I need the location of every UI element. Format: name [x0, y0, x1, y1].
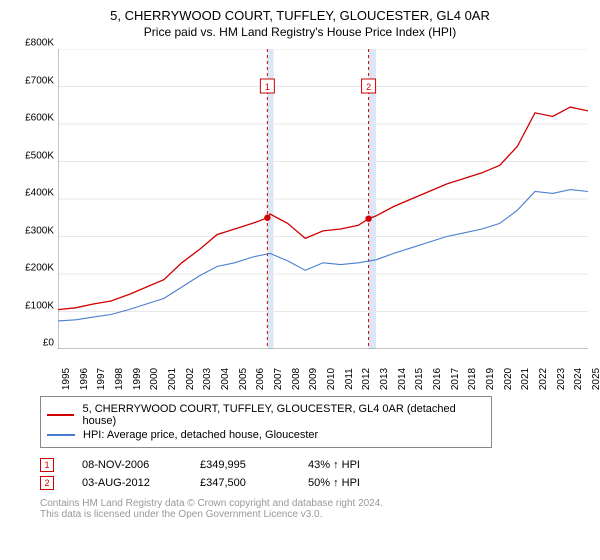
sales-table: 1 08-NOV-2006 £349,995 43% ↑ HPI 2 03-AUG-201…: [40, 458, 600, 490]
x-axis-tick-label: 2012: [361, 368, 372, 390]
chart-area: £0£100K£200K£300K£400K£500K£600K£700K£80…: [34, 49, 596, 384]
x-axis-tick-label: 2008: [291, 368, 302, 390]
y-axis-tick-label: £200K: [0, 263, 54, 274]
x-axis-tick-label: 2007: [273, 368, 284, 390]
title-line-2: Price paid vs. HM Land Registry's House …: [0, 25, 600, 39]
y-axis-tick-label: £400K: [0, 188, 54, 199]
x-axis-tick-label: 2014: [397, 368, 408, 390]
sale-date: 03-AUG-2012: [82, 477, 172, 489]
x-axis-tick-label: 1999: [132, 368, 143, 390]
chart-header: 5, CHERRYWOOD COURT, TUFFLEY, GLOUCESTER…: [0, 0, 600, 43]
x-axis-tick-label: 2013: [379, 368, 390, 390]
sale-pct: 43% ↑ HPI: [308, 459, 388, 471]
svg-text:2: 2: [366, 82, 371, 92]
footer-attribution: Contains HM Land Registry data © Crown c…: [40, 498, 600, 520]
title-line-1: 5, CHERRYWOOD COURT, TUFFLEY, GLOUCESTER…: [0, 8, 600, 23]
legend-swatch: [47, 414, 74, 416]
legend-label: HPI: Average price, detached house, Glou…: [83, 429, 318, 441]
x-axis-tick-label: 2015: [414, 368, 425, 390]
y-axis-tick-label: £0: [0, 338, 54, 349]
x-axis-tick-label: 2006: [255, 368, 266, 390]
x-axis-tick-label: 2010: [326, 368, 337, 390]
x-axis-tick-label: 1998: [114, 368, 125, 390]
x-axis-tick-label: 1997: [96, 368, 107, 390]
y-axis-tick-label: £300K: [0, 225, 54, 236]
sale-marker-box: 2: [40, 476, 54, 490]
x-axis-tick-label: 2001: [167, 368, 178, 390]
x-axis-tick-label: 2020: [503, 368, 514, 390]
x-axis-tick-label: 2022: [538, 368, 549, 390]
sale-price: £347,500: [200, 477, 280, 489]
x-axis-tick-label: 2004: [220, 368, 231, 390]
x-axis-tick-label: 2023: [556, 368, 567, 390]
sale-marker-box: 1: [40, 458, 54, 472]
x-axis-tick-label: 2011: [344, 368, 355, 390]
y-axis-labels: £0£100K£200K£300K£400K£500K£600K£700K£80…: [0, 43, 54, 355]
y-axis-tick-label: £800K: [0, 38, 54, 49]
x-axis-labels: 1995199619971998199920002001200220032004…: [58, 353, 588, 383]
legend-label: 5, CHERRYWOOD COURT, TUFFLEY, GLOUCESTER…: [82, 403, 485, 427]
x-axis-tick-label: 2009: [308, 368, 319, 390]
y-axis-tick-label: £600K: [0, 113, 54, 124]
svg-text:1: 1: [265, 82, 270, 92]
x-axis-tick-label: 1995: [61, 368, 72, 390]
x-axis-tick-label: 2002: [185, 368, 196, 390]
sale-row: 2 03-AUG-2012 £347,500 50% ↑ HPI: [40, 476, 600, 490]
x-axis-tick-label: 2024: [573, 368, 584, 390]
sale-date: 08-NOV-2006: [82, 459, 172, 471]
sale-pct: 50% ↑ HPI: [308, 477, 388, 489]
x-axis-tick-label: 2017: [450, 368, 461, 390]
footer-line-1: Contains HM Land Registry data © Crown c…: [40, 498, 600, 509]
legend-row: HPI: Average price, detached house, Glou…: [47, 429, 485, 441]
x-axis-tick-label: 2021: [520, 368, 531, 390]
x-axis-tick-label: 2000: [149, 368, 160, 390]
x-axis-tick-label: 2016: [432, 368, 443, 390]
x-axis-tick-label: 2025: [591, 368, 600, 390]
footer-line-2: This data is licensed under the Open Gov…: [40, 509, 600, 520]
chart-plot: 12: [58, 49, 588, 349]
y-axis-tick-label: £500K: [0, 150, 54, 161]
legend-row: 5, CHERRYWOOD COURT, TUFFLEY, GLOUCESTER…: [47, 403, 485, 427]
legend-swatch: [47, 434, 75, 436]
legend-box: 5, CHERRYWOOD COURT, TUFFLEY, GLOUCESTER…: [40, 396, 492, 448]
y-axis-tick-label: £700K: [0, 75, 54, 86]
x-axis-tick-label: 2003: [202, 368, 213, 390]
x-axis-tick-label: 1996: [79, 368, 90, 390]
sale-row: 1 08-NOV-2006 £349,995 43% ↑ HPI: [40, 458, 600, 472]
x-axis-tick-label: 2019: [485, 368, 496, 390]
sale-price: £349,995: [200, 459, 280, 471]
x-axis-tick-label: 2018: [467, 368, 478, 390]
y-axis-tick-label: £100K: [0, 300, 54, 311]
x-axis-tick-label: 2005: [238, 368, 249, 390]
